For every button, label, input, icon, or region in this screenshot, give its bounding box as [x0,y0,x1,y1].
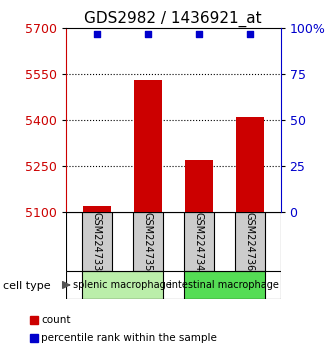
Bar [134,80,162,212]
Text: GSM224733: GSM224733 [92,212,102,271]
Point [196,32,201,37]
Point [94,32,99,37]
Text: splenic macrophage: splenic macrophage [73,280,172,290]
Text: percentile rank within the sample: percentile rank within the sample [41,333,217,343]
Text: intestinal macrophage: intestinal macrophage [169,280,279,290]
Bar [184,271,265,299]
Title: GDS2982 / 1436921_at: GDS2982 / 1436921_at [84,11,262,27]
Bar [185,160,213,212]
Bar [184,212,214,271]
Text: GSM224736: GSM224736 [245,212,255,271]
Text: GSM224734: GSM224734 [194,212,204,271]
Bar [236,117,264,212]
Text: cell type: cell type [3,281,51,291]
Bar [82,212,112,271]
Bar [82,271,163,299]
Bar [82,206,111,212]
Point [247,32,252,37]
Text: count: count [41,315,71,325]
Bar [235,212,265,271]
Bar [133,212,163,271]
Point [145,32,150,37]
Text: GSM224735: GSM224735 [143,212,153,271]
